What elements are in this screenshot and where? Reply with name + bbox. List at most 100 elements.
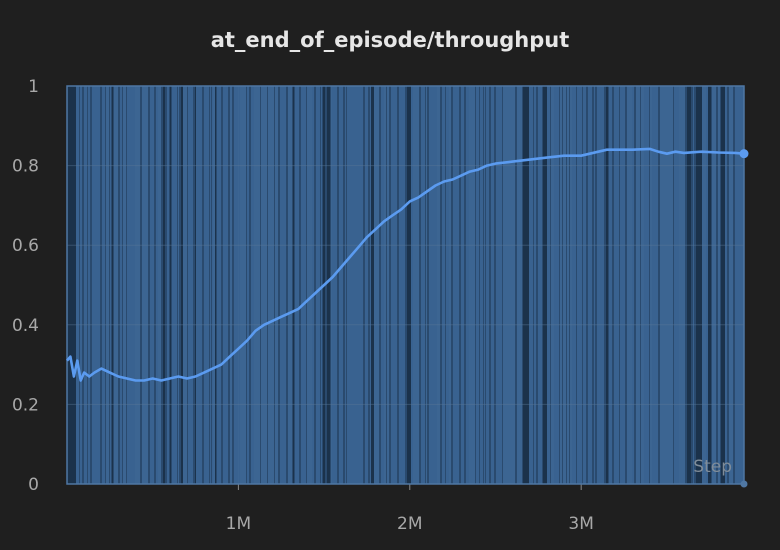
variance-band [301, 86, 306, 484]
variance-band [627, 86, 632, 484]
variance-band [583, 86, 586, 484]
variance-band [188, 86, 193, 484]
variance-band [172, 86, 177, 484]
variance-band [217, 86, 218, 484]
variance-band [195, 86, 196, 484]
variance-band [468, 86, 469, 484]
variance-band [371, 86, 374, 484]
variance-band [660, 86, 666, 484]
variance-band [92, 86, 94, 484]
variance-band [240, 86, 246, 484]
variance-band [614, 86, 619, 484]
variance-band [275, 86, 278, 484]
variance-band [655, 86, 658, 484]
variance-band [556, 86, 557, 484]
axis-end-marker [740, 480, 748, 488]
variance-band [461, 86, 464, 484]
variance-band [503, 86, 509, 484]
variance-band [735, 86, 741, 484]
variance-band [345, 86, 346, 484]
variance-band [178, 86, 179, 484]
variance-band [523, 86, 529, 484]
variance-band [381, 86, 384, 484]
variance-band [354, 86, 357, 484]
variance-band [693, 86, 694, 484]
variance-band [183, 86, 187, 484]
variance-band [280, 86, 286, 484]
variance-band [399, 86, 404, 484]
variance-band [391, 86, 397, 484]
variance-band [652, 86, 655, 484]
variance-band [67, 86, 73, 484]
variance-band [641, 86, 644, 484]
x-tick-label: 2M [397, 514, 422, 534]
variance-band [106, 86, 109, 484]
variance-band [718, 86, 720, 484]
variance-band [210, 86, 211, 484]
variance-band [588, 86, 592, 484]
variance-band [484, 86, 485, 484]
variance-band [668, 86, 673, 484]
variance-band [449, 86, 451, 484]
variance-band [102, 86, 105, 484]
variance-band [429, 86, 433, 484]
plot-frame [66, 85, 745, 485]
variance-band [212, 86, 213, 484]
variance-band [239, 86, 240, 484]
variance-band [557, 86, 559, 484]
variance-band [426, 86, 427, 484]
x-axis-label: Step [693, 457, 732, 477]
chart-title: at_end_of_episode/throughput [210, 28, 570, 52]
variance-band [702, 86, 706, 484]
variance-band [120, 86, 122, 484]
x-tick-label: 3M [568, 514, 593, 534]
variance-band [496, 86, 500, 484]
variance-band [517, 86, 522, 484]
variance-band [551, 86, 554, 484]
variance-band [421, 86, 425, 484]
variance-band [110, 86, 111, 484]
variance-band [404, 86, 405, 484]
variance-band [486, 86, 489, 484]
variance-band [218, 86, 221, 484]
variance-band [365, 86, 368, 484]
variance-band [112, 86, 113, 484]
variance-band [127, 86, 130, 484]
variance-band [114, 86, 118, 484]
variance-band [261, 86, 267, 484]
variance-band [712, 86, 716, 484]
variance-band [650, 86, 652, 484]
variance-band [437, 86, 440, 484]
variance-band [268, 86, 274, 484]
variance-band [453, 86, 459, 484]
variance-band [331, 86, 332, 484]
series-line [66, 147, 745, 382]
variance-band [466, 86, 468, 484]
variance-band [327, 86, 330, 484]
variance-band [644, 86, 649, 484]
variance-band [387, 86, 389, 484]
variance-band [223, 86, 228, 484]
variance-band [332, 86, 337, 484]
variance-band [560, 86, 562, 484]
variance-band [130, 86, 135, 484]
variance-band [706, 86, 708, 484]
variance-band [213, 86, 215, 484]
y-tick-label: 0.2 [12, 395, 39, 415]
variance-band [696, 86, 702, 484]
variance-band [196, 86, 202, 484]
variance-band [247, 86, 249, 484]
variance-band [725, 86, 727, 484]
variance-band [480, 86, 481, 484]
variance-band [339, 86, 343, 484]
variance-band [384, 86, 386, 484]
variance-band [567, 86, 569, 484]
variance-band [597, 86, 598, 484]
variance-band [88, 86, 90, 484]
variance-band [142, 86, 148, 484]
variance-band [476, 86, 479, 484]
variance-band [538, 86, 542, 484]
variance-band [312, 86, 314, 484]
